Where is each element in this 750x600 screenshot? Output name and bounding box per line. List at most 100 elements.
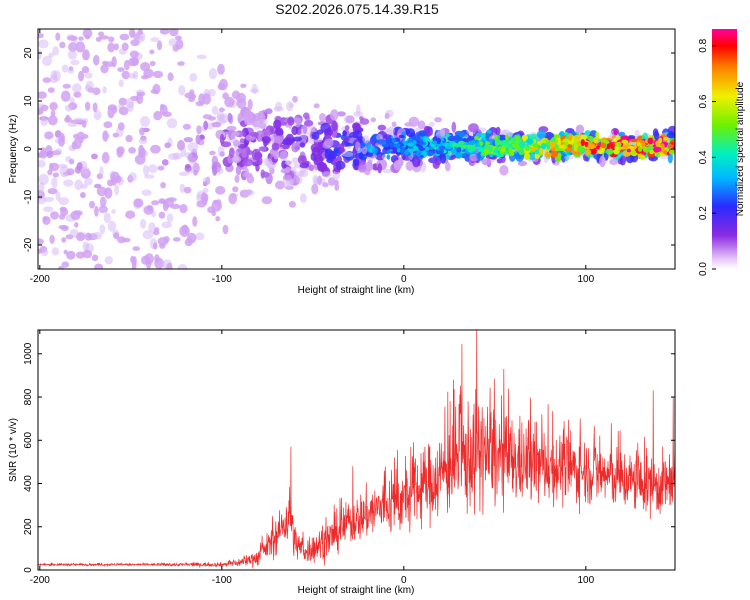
spectrogram-blob — [166, 118, 178, 129]
spectrogram-blob — [279, 150, 288, 162]
spectrogram-blob — [78, 36, 84, 41]
spectrogram-blob — [244, 189, 255, 196]
spectrogram-blob — [184, 238, 193, 247]
spectrogram-x-ticks: -200 -100 0 100 — [30, 29, 595, 285]
spectrogram-blob — [90, 87, 97, 93]
spectrogram-core-blob — [647, 137, 654, 145]
spectrogram-blob — [82, 29, 93, 39]
spectrogram-blob — [251, 148, 261, 161]
spectrogram-blob — [43, 206, 54, 213]
x-tick-label: 100 — [577, 575, 594, 586]
spectrogram-blob — [119, 33, 130, 41]
spectrogram-blob — [148, 222, 156, 233]
spectrogram-blob — [208, 68, 218, 80]
spectrogram-blob — [85, 101, 91, 111]
spectrogram-core-blob — [385, 137, 394, 144]
spectrogram-core-blob — [606, 142, 611, 150]
spectrogram-blob — [499, 165, 509, 176]
spectrogram-blob — [353, 111, 364, 117]
spectrogram-blob — [196, 125, 202, 135]
spectrogram-blob — [97, 31, 105, 37]
spectrogram-blob — [243, 172, 253, 178]
spectrogram-blob — [243, 108, 253, 121]
spectrogram-blob — [311, 131, 320, 140]
spectrogram-core-blob — [672, 145, 675, 149]
spectrogram-blob — [69, 97, 75, 103]
spectrogram-blob — [292, 95, 298, 103]
spectrogram-blob — [232, 186, 239, 193]
spectrogram-blob — [193, 169, 198, 176]
spectrogram-blob — [297, 155, 307, 165]
spectrogram-blob — [362, 135, 370, 144]
y-tick-label: 1000 — [23, 342, 34, 365]
spectrogram-blob — [376, 134, 384, 141]
spectrogram-blob — [195, 232, 205, 241]
spectrogram-blob — [261, 136, 271, 144]
spectrogram-blob — [326, 157, 334, 164]
spectrogram-blob — [100, 199, 108, 204]
spectrogram-core-blob — [514, 139, 520, 145]
spectrogram-core-blob — [483, 148, 491, 155]
spectrogram-blob — [481, 158, 492, 166]
y-tick-label: 200 — [23, 518, 34, 535]
spectrogram-blob — [101, 152, 110, 164]
colorbar-tick-label: 0.4 — [698, 150, 709, 164]
spectrogram-core-blob — [636, 141, 641, 147]
spectrogram-blob — [114, 184, 119, 196]
spectrogram-core-blob — [568, 133, 573, 141]
spectrogram-core-blob — [649, 149, 654, 155]
spectrogram-blob — [148, 164, 158, 174]
spectrogram-blob — [151, 200, 160, 206]
spectrogram-blob — [178, 171, 190, 176]
spectrogram-blob — [137, 29, 143, 36]
spectrogram-blob — [99, 224, 106, 234]
spectrogram-blob — [129, 50, 139, 59]
spectrogram-core-blob — [573, 135, 580, 140]
spectrogram-blob — [157, 237, 169, 246]
spectrogram-blob — [236, 98, 247, 109]
spectrogram-core-blob — [658, 137, 663, 144]
spectrogram-blob — [92, 102, 98, 113]
spectrogram-blob — [103, 212, 111, 224]
spectrogram-blob — [118, 97, 128, 106]
spectrogram-blob — [227, 112, 233, 123]
spectrogram-blob — [162, 201, 169, 212]
spectrogram-blob — [344, 125, 350, 131]
spectrogram-blob — [179, 225, 190, 237]
spectrogram-blob — [188, 157, 197, 163]
spectrogram-blob — [242, 158, 253, 167]
spectrogram-blob — [59, 132, 65, 143]
spectrogram-blob — [152, 242, 158, 250]
spectrogram-blob — [118, 79, 124, 88]
spectrogram-blob — [202, 93, 212, 105]
spectrogram-core-blob — [606, 148, 614, 156]
spectrogram-blob — [61, 237, 67, 243]
snr-x-ticks: -200 -100 0 100 — [30, 330, 595, 586]
spectrogram-core-blob — [558, 144, 565, 149]
spectrogram-blob — [247, 99, 253, 110]
spectrogram-blob — [575, 124, 585, 134]
spectrogram-blob — [138, 144, 145, 156]
spectrogram-blob — [116, 148, 124, 158]
spectrogram-blob — [139, 127, 145, 136]
spectrogram-core-blob — [592, 147, 597, 155]
spectrogram-core-blob — [428, 146, 434, 150]
spectrogram-core-blob — [393, 143, 401, 148]
spectrogram-blob — [103, 121, 113, 129]
spectrogram-core-blob — [663, 137, 669, 141]
spectrogram-blob — [67, 121, 78, 127]
spectrogram-blob — [273, 119, 282, 130]
spectrogram-blob — [70, 210, 81, 221]
spectrogram-core-blob — [551, 150, 558, 158]
spectrogram-blob — [202, 177, 211, 186]
spectrogram-blob — [80, 183, 88, 189]
spectrogram-blob — [288, 201, 296, 208]
spectrogram-blob — [128, 147, 137, 154]
spectrogram-core-blob — [562, 138, 569, 143]
snr-series-line — [38, 330, 675, 569]
spectrogram-blob — [288, 103, 294, 108]
spectrogram-blob — [104, 256, 114, 265]
spectrogram-blob — [387, 126, 395, 136]
spectrogram-blob — [131, 260, 137, 269]
spectrogram-blob — [78, 70, 85, 82]
